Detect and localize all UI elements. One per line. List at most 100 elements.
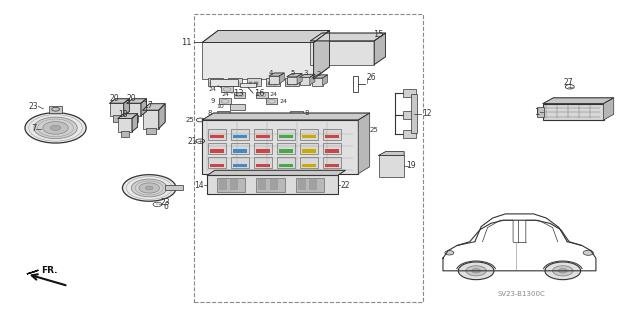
Circle shape xyxy=(583,250,593,255)
Bar xyxy=(325,135,339,138)
Text: 24: 24 xyxy=(209,87,217,92)
Text: 27: 27 xyxy=(563,78,573,86)
Circle shape xyxy=(466,266,486,276)
Text: 14: 14 xyxy=(195,181,204,190)
Text: 21: 21 xyxy=(188,137,197,146)
Bar xyxy=(130,115,138,122)
Bar xyxy=(232,129,249,140)
Text: 8: 8 xyxy=(207,110,212,116)
Bar xyxy=(258,179,266,190)
Circle shape xyxy=(558,269,567,273)
Text: 25: 25 xyxy=(185,117,194,123)
Circle shape xyxy=(34,117,77,139)
Polygon shape xyxy=(127,99,147,103)
Bar xyxy=(302,135,316,138)
Bar xyxy=(256,149,270,152)
Bar xyxy=(273,82,277,85)
Bar xyxy=(209,78,223,86)
Polygon shape xyxy=(312,75,328,78)
Bar xyxy=(254,143,272,154)
Polygon shape xyxy=(109,99,129,103)
Bar xyxy=(300,143,318,154)
Text: 16: 16 xyxy=(254,89,265,98)
Text: 5: 5 xyxy=(291,70,295,76)
Bar xyxy=(146,128,156,134)
Bar xyxy=(211,164,225,167)
Bar xyxy=(234,149,247,152)
Polygon shape xyxy=(323,75,328,85)
Text: 20: 20 xyxy=(127,94,136,103)
Bar xyxy=(254,82,258,85)
Polygon shape xyxy=(314,31,330,79)
Bar xyxy=(234,92,246,98)
Text: 23: 23 xyxy=(161,198,170,207)
Bar xyxy=(209,143,227,154)
Circle shape xyxy=(139,183,159,193)
Polygon shape xyxy=(543,98,614,104)
Text: 13: 13 xyxy=(233,89,243,98)
Circle shape xyxy=(145,186,153,190)
Text: 17: 17 xyxy=(143,101,152,110)
Bar xyxy=(537,107,544,117)
Polygon shape xyxy=(279,73,284,84)
Bar xyxy=(202,42,314,79)
Bar xyxy=(300,129,318,140)
Bar xyxy=(292,82,296,85)
Bar xyxy=(277,143,295,154)
Bar xyxy=(210,79,239,86)
Bar xyxy=(195,14,422,302)
Text: 26: 26 xyxy=(367,73,376,82)
Bar xyxy=(219,179,227,190)
Bar xyxy=(256,178,285,192)
Bar xyxy=(234,135,247,138)
Bar xyxy=(127,103,141,116)
Bar xyxy=(325,164,339,167)
Bar xyxy=(221,86,233,92)
Bar xyxy=(323,129,341,140)
Bar xyxy=(312,78,323,85)
Text: 19: 19 xyxy=(406,161,415,170)
Text: 6: 6 xyxy=(164,202,169,211)
Bar xyxy=(323,157,341,168)
Bar xyxy=(143,110,159,129)
Bar xyxy=(277,157,295,168)
Text: 24: 24 xyxy=(269,93,278,98)
Text: 24: 24 xyxy=(279,99,287,104)
Polygon shape xyxy=(143,104,165,110)
Text: 3: 3 xyxy=(303,70,308,77)
Text: 10: 10 xyxy=(217,104,225,109)
Polygon shape xyxy=(159,104,165,129)
Circle shape xyxy=(545,262,580,280)
Bar xyxy=(323,143,341,154)
Polygon shape xyxy=(310,74,315,85)
Bar xyxy=(279,149,293,152)
Bar xyxy=(298,179,306,190)
Bar xyxy=(165,185,183,190)
Bar xyxy=(232,157,249,168)
Bar xyxy=(285,78,299,86)
Circle shape xyxy=(25,113,86,143)
Circle shape xyxy=(552,266,573,276)
Bar xyxy=(353,76,358,92)
Text: 25: 25 xyxy=(370,127,378,133)
Bar xyxy=(268,82,271,85)
Bar xyxy=(217,178,246,192)
Bar xyxy=(300,77,310,85)
Bar xyxy=(256,92,268,98)
Circle shape xyxy=(122,175,176,201)
Bar xyxy=(277,129,295,140)
Bar xyxy=(209,129,227,140)
Polygon shape xyxy=(358,113,370,174)
Text: 15: 15 xyxy=(373,30,383,39)
Bar xyxy=(269,76,279,84)
Bar xyxy=(411,94,417,133)
Bar xyxy=(287,77,297,84)
Text: FR.: FR. xyxy=(41,266,58,275)
Text: 18: 18 xyxy=(118,110,127,119)
Bar xyxy=(207,175,338,194)
Bar xyxy=(287,82,291,85)
Bar xyxy=(211,82,214,85)
Polygon shape xyxy=(604,98,614,120)
Text: 20: 20 xyxy=(109,94,119,103)
Bar xyxy=(302,149,316,152)
